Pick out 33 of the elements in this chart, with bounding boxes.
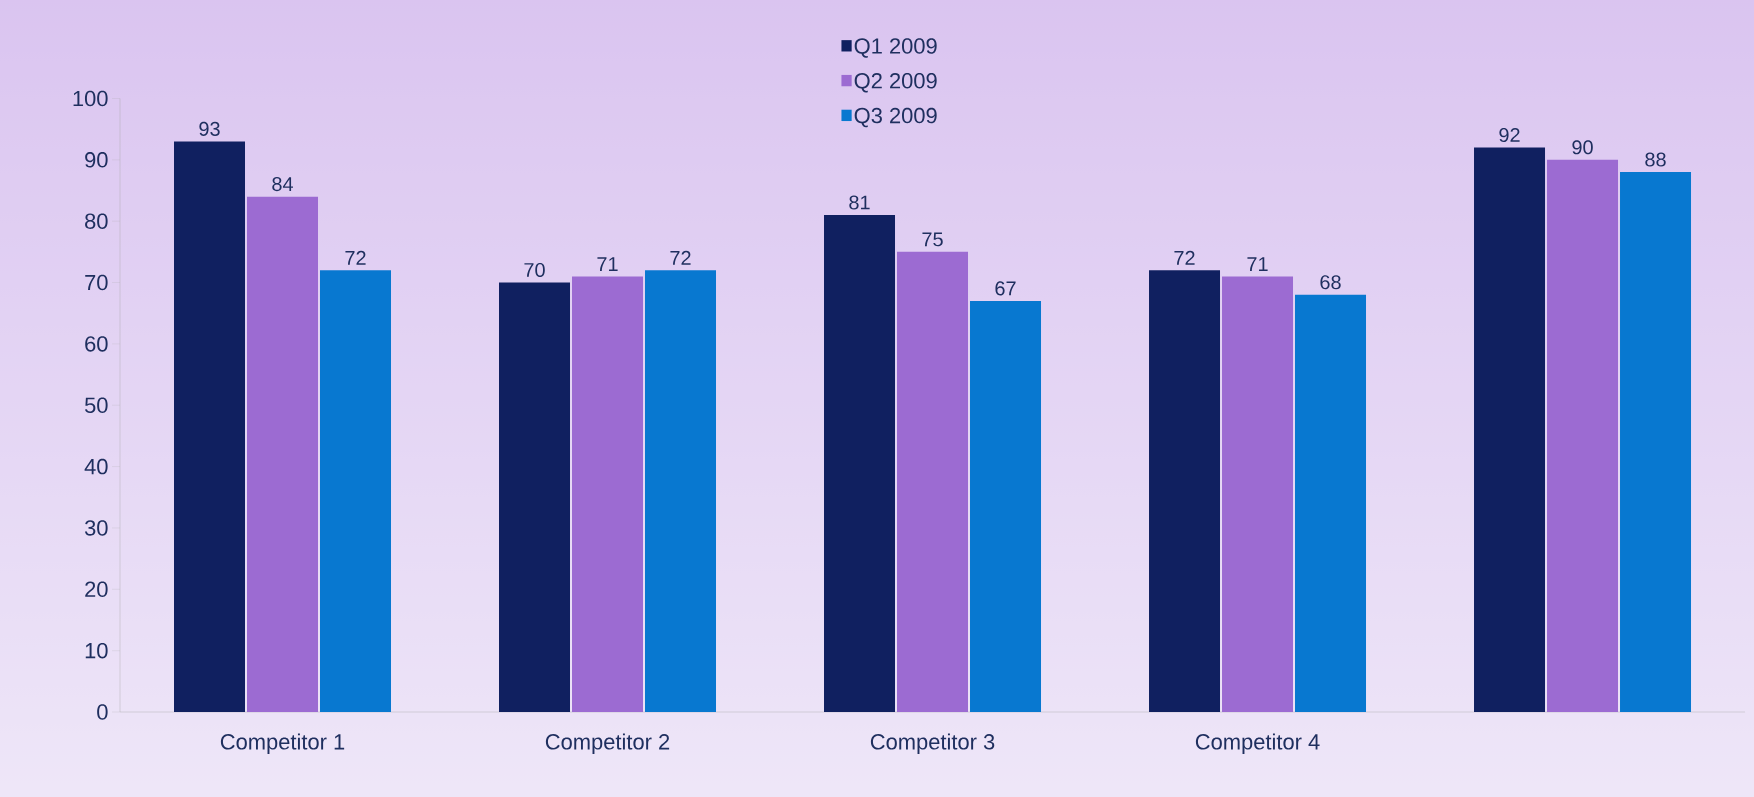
data-label: 67	[995, 281, 1016, 296]
y-tick-label: 50	[84, 397, 108, 414]
y-tick-label: 80	[85, 213, 108, 229]
data-label: 71	[597, 257, 618, 271]
data-label: 90	[1572, 140, 1593, 155]
y-tick-label: 60	[85, 336, 108, 352]
legend-label: Q2 2009	[854, 73, 937, 93]
y-tick-label: 100	[73, 90, 108, 107]
x-tick-label: Competitor 2	[545, 733, 670, 754]
data-label: 81	[849, 195, 870, 210]
data-label: 75	[922, 232, 943, 247]
x-tick-label: Competitor 1	[220, 733, 345, 754]
data-label: 71	[1247, 257, 1268, 271]
x-tick-label: Competitor 3	[870, 733, 995, 754]
data-label: 72	[345, 250, 366, 265]
y-tick-label: 70	[85, 274, 108, 291]
y-tick-label: 0	[97, 704, 108, 720]
data-label: 72	[670, 250, 691, 265]
y-tick-label: 90	[85, 152, 108, 168]
data-label: 93	[199, 121, 220, 136]
data-label: 70	[524, 262, 545, 278]
legend-label: Q3 2009	[854, 107, 937, 128]
data-label: 84	[272, 177, 293, 192]
y-tick-label: 30	[84, 520, 108, 536]
y-tick-label: 20	[85, 581, 108, 598]
legend-label: Q1 2009	[854, 38, 937, 58]
data-label: 68	[1320, 275, 1341, 290]
y-tick-label: 40	[84, 458, 108, 475]
data-label: 72	[1174, 250, 1195, 265]
data-label: 92	[1499, 127, 1520, 143]
x-tick-label: Competitor 4	[1195, 733, 1320, 754]
data-label: 88	[1645, 152, 1666, 167]
y-tick-label: 10	[85, 642, 108, 659]
